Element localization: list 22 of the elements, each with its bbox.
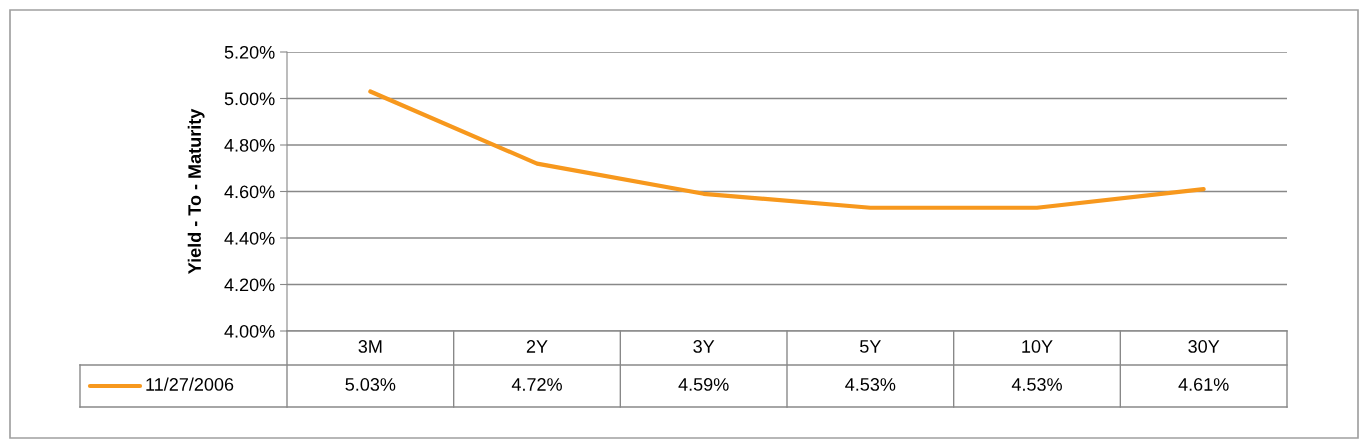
- y-tick-label: 5.00%: [224, 92, 275, 106]
- data-label: 5.03%: [345, 378, 396, 391]
- x-tick-label: 5Y: [860, 340, 881, 353]
- y-axis-title: Yield - To - Maturity: [187, 108, 205, 274]
- x-tick-label: 3Y: [693, 340, 715, 353]
- y-tick-label: 5.20%: [224, 45, 275, 59]
- data-label: 4.53%: [1011, 378, 1062, 391]
- data-label: 4.72%: [511, 378, 562, 391]
- x-tick-label: 30Y: [1188, 340, 1220, 353]
- y-tick-label: 4.20%: [224, 278, 275, 292]
- data-label: 4.61%: [1178, 378, 1229, 391]
- x-tick-label: 3M: [358, 340, 382, 353]
- x-tick-label: 2Y: [526, 340, 548, 353]
- x-tick-label: 10Y: [1022, 340, 1053, 353]
- data-label: 4.53%: [845, 378, 896, 391]
- y-tick-label: 4.40%: [224, 231, 275, 245]
- y-tick-label: 4.60%: [224, 185, 275, 199]
- line-series: [368, 89, 1206, 210]
- y-tick-label: 4.00%: [224, 324, 275, 338]
- data-label: 4.59%: [678, 378, 729, 391]
- legend-label: 11/27/2006: [146, 377, 234, 391]
- y-tick-label: 4.80%: [224, 138, 275, 152]
